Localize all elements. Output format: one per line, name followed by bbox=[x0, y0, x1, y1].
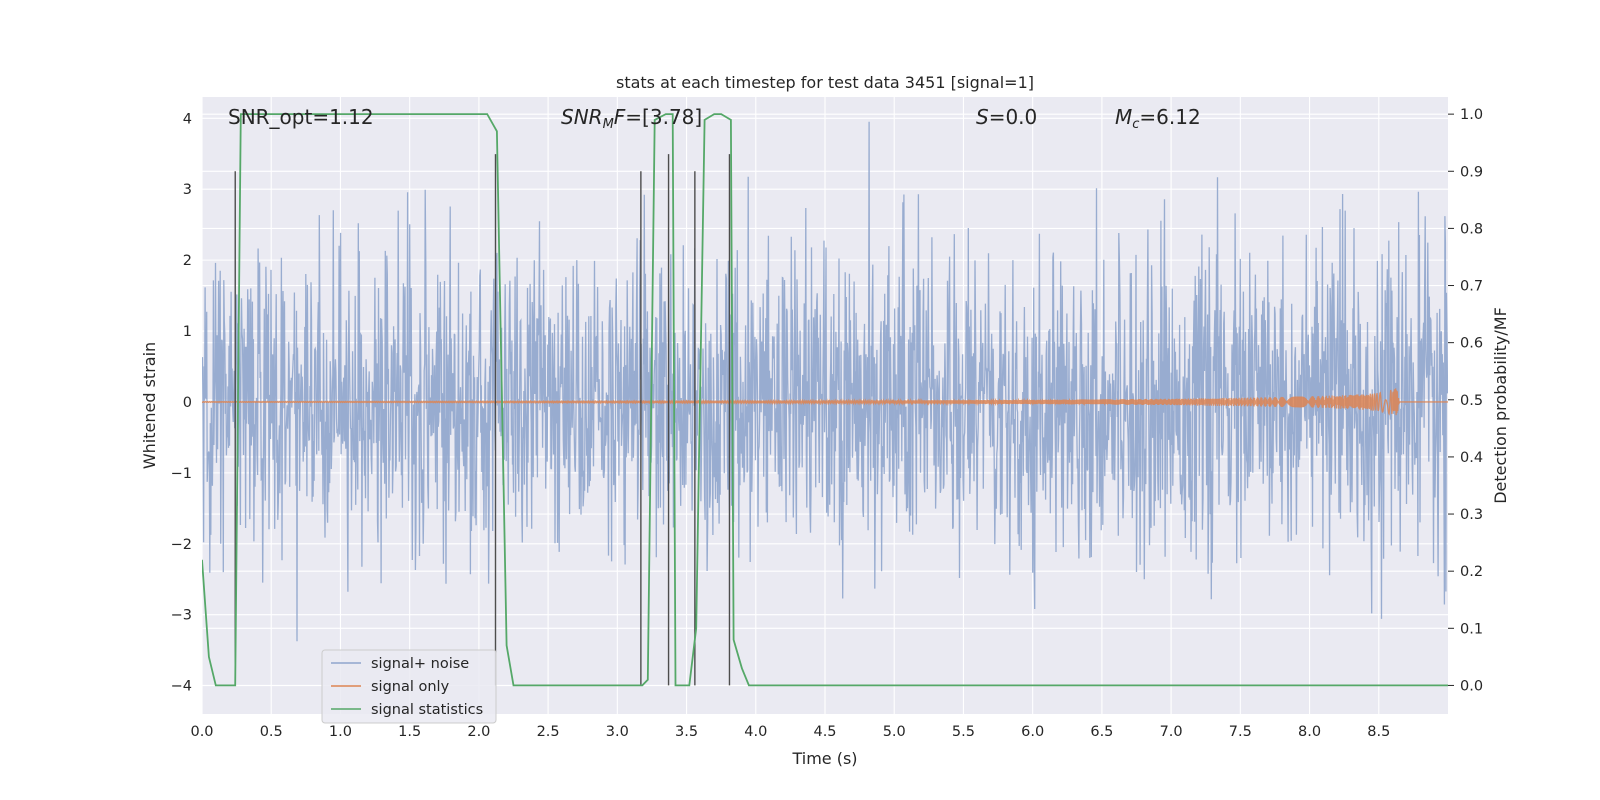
mc-main: M bbox=[1115, 105, 1132, 129]
snr-mf-rest-f: F bbox=[614, 105, 626, 129]
y-left-tick-label: 0 bbox=[183, 395, 192, 411]
legend-label-signal-statistics: signal statistics bbox=[371, 702, 483, 718]
x-tick-label: 8.5 bbox=[1367, 724, 1390, 740]
x-tick-label: 7.0 bbox=[1160, 724, 1183, 740]
y-left-tick-label: 1 bbox=[183, 324, 192, 340]
x-axis-ticks: 0.0 0.5 1.0 1.5 2.0 2.5 3.0 3.5 4.0 4.5 5.0 5.5 6.0 6… bbox=[190, 724, 1390, 740]
x-tick-label: 5.0 bbox=[883, 724, 906, 740]
y-right-tick-label: 0.6 bbox=[1460, 336, 1483, 352]
x-tick-label: 0.0 bbox=[190, 724, 213, 740]
y-left-tick-label: 3 bbox=[183, 182, 192, 198]
signal-plus-noise-line bbox=[202, 121, 1448, 642]
x-tick-label: 6.0 bbox=[1021, 724, 1044, 740]
chart-title: stats at each timestep for test data 345… bbox=[616, 73, 1034, 92]
x-tick-label: 7.5 bbox=[1229, 724, 1252, 740]
x-tick-label: 1.0 bbox=[329, 724, 352, 740]
x-tick-label: 2.0 bbox=[467, 724, 490, 740]
snr-mf-annotation: SNRMF=[3.78] bbox=[561, 105, 702, 132]
y-axis-left-label: Whitened strain bbox=[140, 342, 159, 469]
y-axis-right-label: Detection probability/MF bbox=[1491, 307, 1510, 504]
x-tick-label: 8.0 bbox=[1298, 724, 1321, 740]
legend-box bbox=[321, 649, 497, 724]
y-axis-right-ticks: 0.0 0.1 0.2 0.3 0.4 0.5 0.6 0.7 0.8 0.9 1.0 bbox=[1448, 107, 1483, 694]
y-right-tick-label: 0.7 bbox=[1460, 279, 1483, 295]
legend: signal+ noise signal only signal statist… bbox=[321, 649, 497, 724]
y-right-tick-label: 0.3 bbox=[1460, 507, 1483, 523]
signal-statistics-line bbox=[202, 113, 1448, 687]
legend-label-signal-only: signal only bbox=[371, 679, 450, 695]
y-right-tick-label: 0.9 bbox=[1460, 164, 1483, 180]
mc-sub: c bbox=[1132, 117, 1139, 132]
signal-only-series bbox=[202, 388, 1448, 416]
x-tick-label: 3.5 bbox=[675, 724, 698, 740]
s-rest: =0.0 bbox=[989, 105, 1038, 129]
y-right-tick-label: 0.1 bbox=[1460, 621, 1483, 637]
y-right-tick-label: 0.2 bbox=[1460, 564, 1483, 580]
snr-mf-rest: =[3.78] bbox=[625, 105, 702, 129]
x-tick-label: 3.0 bbox=[606, 724, 629, 740]
y-left-tick-label: 4 bbox=[183, 111, 192, 127]
s-annotation: S=0.0 bbox=[976, 105, 1037, 129]
s-main: S bbox=[976, 105, 989, 129]
x-tick-label: 2.5 bbox=[537, 724, 560, 740]
y-axis-left-ticks: −4 −3 −2 −1 0 1 2 3 4 bbox=[171, 111, 192, 694]
mc-rest: =6.12 bbox=[1139, 105, 1200, 129]
y-right-tick-label: 1.0 bbox=[1460, 107, 1483, 123]
y-right-tick-label: 0.0 bbox=[1460, 678, 1483, 694]
snr-mf-sub: M bbox=[603, 117, 614, 132]
y-left-tick-label: −1 bbox=[171, 466, 192, 482]
y-right-tick-label: 0.4 bbox=[1460, 450, 1483, 466]
x-tick-label: 5.5 bbox=[952, 724, 975, 740]
y-left-tick-label: 2 bbox=[183, 253, 192, 269]
x-tick-label: 0.5 bbox=[260, 724, 283, 740]
x-tick-label: 4.0 bbox=[744, 724, 767, 740]
signal-statistics-series bbox=[202, 113, 1448, 687]
x-axis-label: Time (s) bbox=[791, 749, 857, 768]
y-left-tick-label: −4 bbox=[171, 679, 192, 695]
x-tick-label: 4.5 bbox=[813, 724, 836, 740]
signal-only-line bbox=[202, 388, 1448, 416]
legend-label-signal-plus-noise: signal+ noise bbox=[371, 656, 469, 672]
y-right-tick-label: 0.8 bbox=[1460, 221, 1483, 237]
signal-plus-noise-series bbox=[202, 121, 1448, 642]
y-right-tick-label: 0.5 bbox=[1460, 393, 1483, 409]
x-tick-label: 1.5 bbox=[398, 724, 421, 740]
y-left-tick-label: −3 bbox=[171, 608, 192, 624]
mc-annotation: Mc=6.12 bbox=[1115, 105, 1201, 132]
snr-opt-annotation: SNR_opt=1.12 bbox=[228, 105, 374, 129]
y-left-tick-label: −2 bbox=[171, 537, 192, 553]
x-tick-label: 6.5 bbox=[1090, 724, 1113, 740]
snr-mf-main: SNR bbox=[561, 105, 603, 129]
